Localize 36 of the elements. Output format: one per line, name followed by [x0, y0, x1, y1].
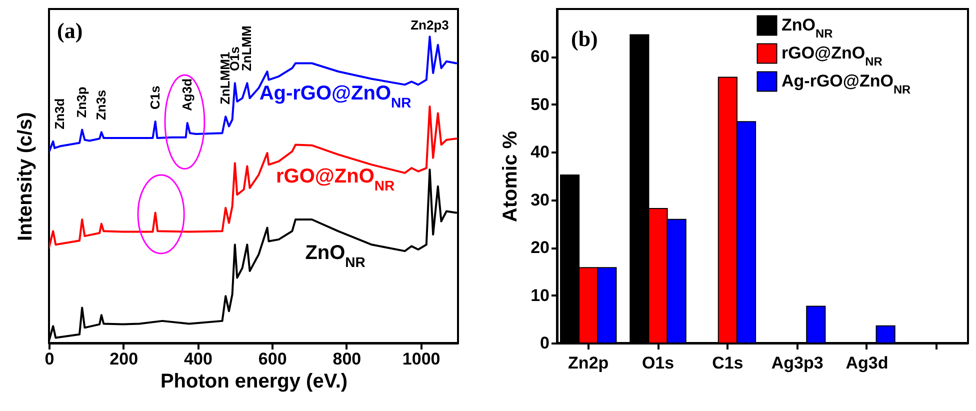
annotation: C1s	[147, 86, 162, 110]
legend-label: ZnO$_{NR}$	[782, 16, 834, 40]
legend-label: Ag-rGO@ZnO$_{NR}$	[782, 72, 912, 96]
x-tick-label: 200	[110, 350, 138, 368]
annotation: Zn2p3	[410, 18, 449, 33]
annotation: Ag3d	[179, 78, 194, 111]
annotation: (a)	[57, 18, 83, 43]
x-tick-label: C1s	[712, 354, 744, 372]
y-axis-title: Atomic %	[500, 130, 522, 222]
y-tick-label: 20	[530, 238, 550, 258]
annotation: Zn3d	[52, 98, 68, 130]
y-tick-label: 60	[530, 47, 550, 66]
x-tick-label: O1s	[642, 354, 674, 372]
legend-label: rGO@ZnO$_{NR}$	[782, 44, 883, 68]
y-tick-label: 40	[530, 142, 550, 162]
x-tick-label: Ag3d	[846, 354, 888, 372]
x-tick-label: 800	[332, 350, 362, 368]
x-tick-label: 1000	[402, 350, 440, 368]
annotation: ZnLMM	[239, 26, 254, 72]
x-tick-label: Ag3p3	[771, 354, 824, 372]
y-axis-title: Intensity (c/s)	[14, 112, 36, 241]
annotation: Zn3p	[74, 86, 90, 118]
series-label: Ag-rGO@ZnO$_{NR}$	[259, 82, 412, 111]
y-tick-label: 30	[530, 190, 550, 210]
x-tick-label: 600	[258, 350, 287, 368]
series-label: ZnO$_{NR}$	[305, 242, 366, 270]
x-tick-label: Zn2p	[568, 354, 609, 372]
x-axis-title: Photon energy (eV.)	[160, 370, 348, 392]
annotation: Zn3s	[93, 90, 108, 120]
x-tick-label: 0	[44, 350, 54, 368]
y-tick-label: 50	[530, 94, 550, 114]
y-tick-label: 10	[530, 286, 550, 305]
x-tick-label: 400	[184, 350, 212, 368]
series-label: rGO@ZnO$_{NR}$	[276, 166, 395, 194]
y-tick-label: 0	[540, 334, 550, 352]
annotation: (b)	[571, 26, 598, 51]
